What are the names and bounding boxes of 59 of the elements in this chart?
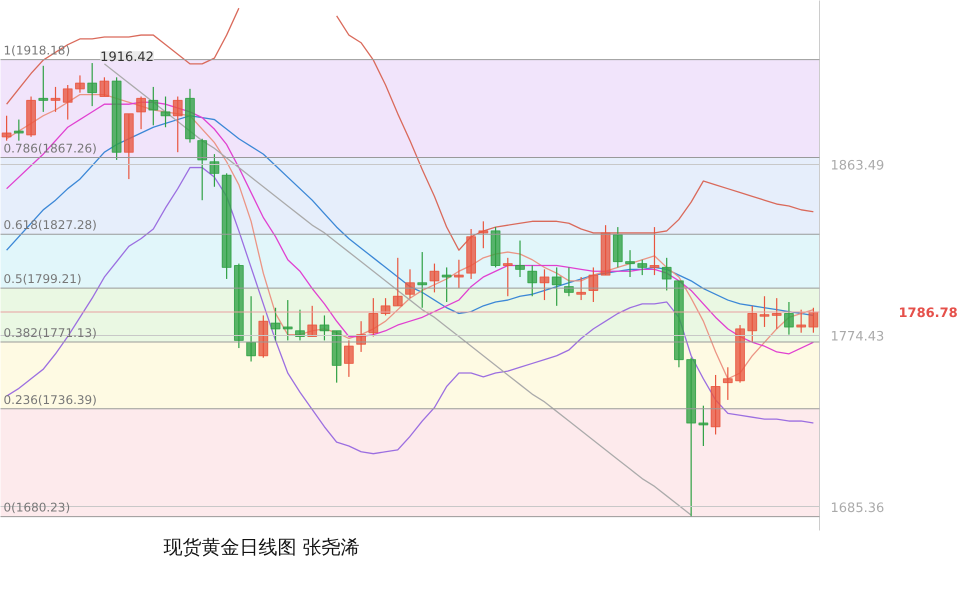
- candlestick: [160, 96, 170, 128]
- candlestick: [576, 276, 586, 301]
- candlestick: [796, 309, 806, 334]
- candlestick: [442, 266, 452, 303]
- candlestick: [405, 268, 415, 299]
- candlestick: [392, 257, 403, 306]
- candlestick: [172, 96, 183, 153]
- candlestick: [210, 154, 220, 188]
- candlestick: [270, 307, 280, 341]
- candlestick: [148, 86, 158, 126]
- text: 现货黄金日线图 张尧浠: [164, 536, 360, 558]
- candlestick: [136, 96, 146, 130]
- text: 1786.78: [898, 306, 958, 322]
- candlestick: [320, 314, 330, 341]
- candlestick: [747, 305, 758, 343]
- candlestick: [772, 298, 782, 330]
- candlestick: [662, 257, 672, 292]
- candlestick: [38, 65, 48, 112]
- candlestick: [246, 296, 256, 362]
- candlestick: [75, 74, 85, 94]
- candlestick: [552, 266, 562, 306]
- candlestick: [100, 76, 110, 98]
- candlestick: [197, 138, 208, 201]
- candlestick: [2, 115, 12, 142]
- candlestick: [515, 240, 525, 278]
- candlestick: [564, 266, 574, 297]
- line-series: [6, 166, 814, 454]
- candlestick: [625, 250, 635, 278]
- candlestick: [87, 62, 98, 107]
- candlestick: [454, 259, 464, 290]
- candlestick: [62, 84, 73, 120]
- ref-line-label: 0.236(1736.39): [4, 392, 97, 407]
- candlestick: [478, 220, 488, 249]
- candlestick: [637, 259, 648, 276]
- candlestick: [722, 366, 733, 401]
- candlestick: [502, 257, 513, 297]
- ref-line-label: 0(1680.23): [4, 500, 70, 515]
- candlestick: [50, 86, 60, 112]
- candlestick: [760, 296, 770, 328]
- line-series: [104, 63, 692, 516]
- candlestick: [540, 268, 550, 301]
- candlestick: [282, 299, 293, 341]
- candlestick: [808, 307, 818, 334]
- candlestick: [784, 301, 794, 336]
- candlestick: [588, 266, 598, 303]
- candlestick: [344, 340, 354, 378]
- candlestick: [430, 262, 440, 293]
- y-tick-label: 1685.36: [830, 500, 884, 516]
- candlestick: [527, 264, 538, 297]
- annotation: 1916.42: [100, 50, 154, 66]
- ref-line-label: 0.382(1771.13): [4, 326, 97, 340]
- candlestick: [650, 226, 660, 276]
- ref-line-label: 0.5(1799.21): [4, 272, 82, 286]
- candlestick: [698, 405, 708, 447]
- candlestick: [307, 305, 318, 338]
- candlestick: [14, 118, 24, 142]
- y-tick-label: 1863.49: [830, 158, 884, 174]
- candlestick: [368, 298, 378, 338]
- y-tick-label: 1774.43: [830, 330, 884, 345]
